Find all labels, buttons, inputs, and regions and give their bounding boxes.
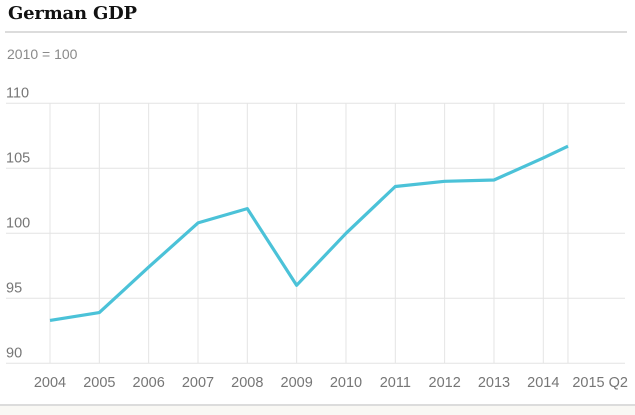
- horizontal-gridlines: [6, 102, 625, 364]
- footer-band: [0, 404, 635, 415]
- x-tick-label: 2006: [133, 375, 165, 391]
- y-axis-labels: 90 95 100 105 110: [6, 85, 30, 361]
- x-tick-label: 2008: [231, 375, 263, 391]
- x-tick-label: 2007: [182, 375, 214, 391]
- y-tick-label: 95: [6, 280, 22, 296]
- x-tick-label: 2011: [380, 375, 411, 391]
- y-tick-label: 105: [6, 150, 30, 166]
- y-tick-label: 90: [6, 345, 22, 361]
- title-divider: [5, 31, 627, 33]
- y-tick-label: 110: [6, 85, 29, 101]
- x-tick-label: 2004: [34, 375, 66, 391]
- y-tick-label: 100: [6, 215, 30, 231]
- chart-title: German GDP: [8, 3, 137, 24]
- x-tick-label: 2009: [281, 375, 313, 391]
- vertical-gridlines: [49, 103, 569, 364]
- x-axis-labels: 2004 2005 2006 2007 2008 2009 2010 2011 2012 2013…: [34, 375, 628, 391]
- x-tick-label: 2010: [330, 375, 362, 391]
- x-tick-label: 2013: [478, 375, 510, 391]
- data-series: [49, 144, 569, 322]
- chart-subtitle: 2010 = 100: [7, 46, 78, 62]
- gdp-line: [49, 144, 569, 322]
- x-tick-label: 2005: [83, 375, 115, 391]
- x-tick-label: 2012: [429, 375, 461, 391]
- x-tick-label: 2014: [527, 375, 559, 391]
- x-tick-label: 2015 Q2: [572, 375, 628, 391]
